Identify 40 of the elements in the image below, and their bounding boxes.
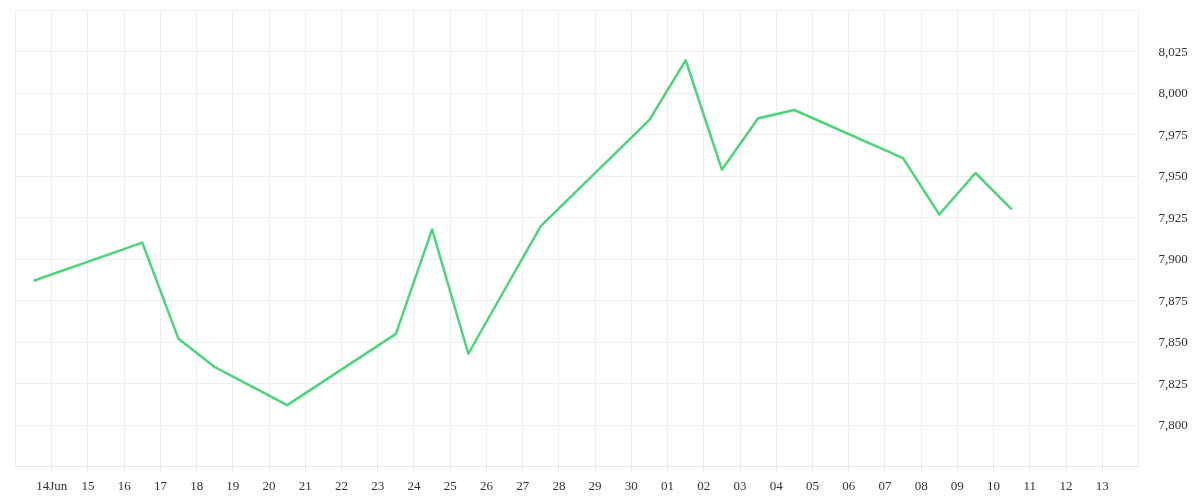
- x-tick-label: 19: [226, 477, 240, 493]
- x-tick-label: 01: [661, 477, 675, 493]
- y-tick-label: 7,800: [1158, 417, 1188, 433]
- x-tick-label: 07: [878, 477, 892, 493]
- x-tick-label: 27: [516, 477, 530, 493]
- x-tick-label: 15: [81, 477, 95, 493]
- x-tick-label: 06: [842, 477, 856, 493]
- x-tick-label: 29: [588, 477, 602, 493]
- x-tick-label: 26: [479, 477, 494, 493]
- y-tick-label: 7,900: [1158, 251, 1188, 267]
- y-tick-label: 7,825: [1158, 375, 1188, 391]
- x-tick-label: 16: [117, 477, 132, 493]
- x-tick-label: 13: [1095, 477, 1109, 493]
- x-tick-label: 21: [298, 477, 312, 493]
- x-tick-label: 03: [733, 477, 747, 493]
- x-tick-label: 11: [1023, 477, 1037, 493]
- x-tick-label: 25: [443, 477, 457, 493]
- y-tick-label: 7,875: [1158, 292, 1188, 308]
- x-tick-label: 02: [697, 477, 711, 493]
- x-tick-label: 18: [190, 477, 204, 493]
- x-tick-label: 17: [153, 477, 168, 493]
- y-tick-label: 7,950: [1158, 168, 1188, 184]
- x-tick-label: 14Jun: [36, 477, 68, 493]
- y-tick-label: 8,000: [1158, 85, 1188, 101]
- y-tick-label: 7,975: [1158, 126, 1188, 142]
- x-tick-label: 10: [987, 477, 1001, 493]
- x-tick-label: 05: [805, 477, 819, 493]
- y-tick-label: 8,025: [1158, 43, 1188, 59]
- x-tick-label: 22: [335, 477, 349, 493]
- x-tick-label: 12: [1059, 477, 1073, 493]
- x-tick-label: 23: [371, 477, 385, 493]
- x-tick-label: 20: [262, 477, 276, 493]
- x-tick-label: 28: [552, 477, 566, 493]
- x-tick-label: 04: [769, 477, 784, 493]
- x-tick-label: 24: [407, 477, 421, 493]
- y-tick-label: 7,850: [1158, 334, 1188, 350]
- y-tick-label: 7,925: [1158, 209, 1188, 225]
- x-tick-label: 09: [950, 477, 964, 493]
- x-tick-label: 08: [914, 477, 928, 493]
- x-tick-label: 30: [624, 477, 638, 493]
